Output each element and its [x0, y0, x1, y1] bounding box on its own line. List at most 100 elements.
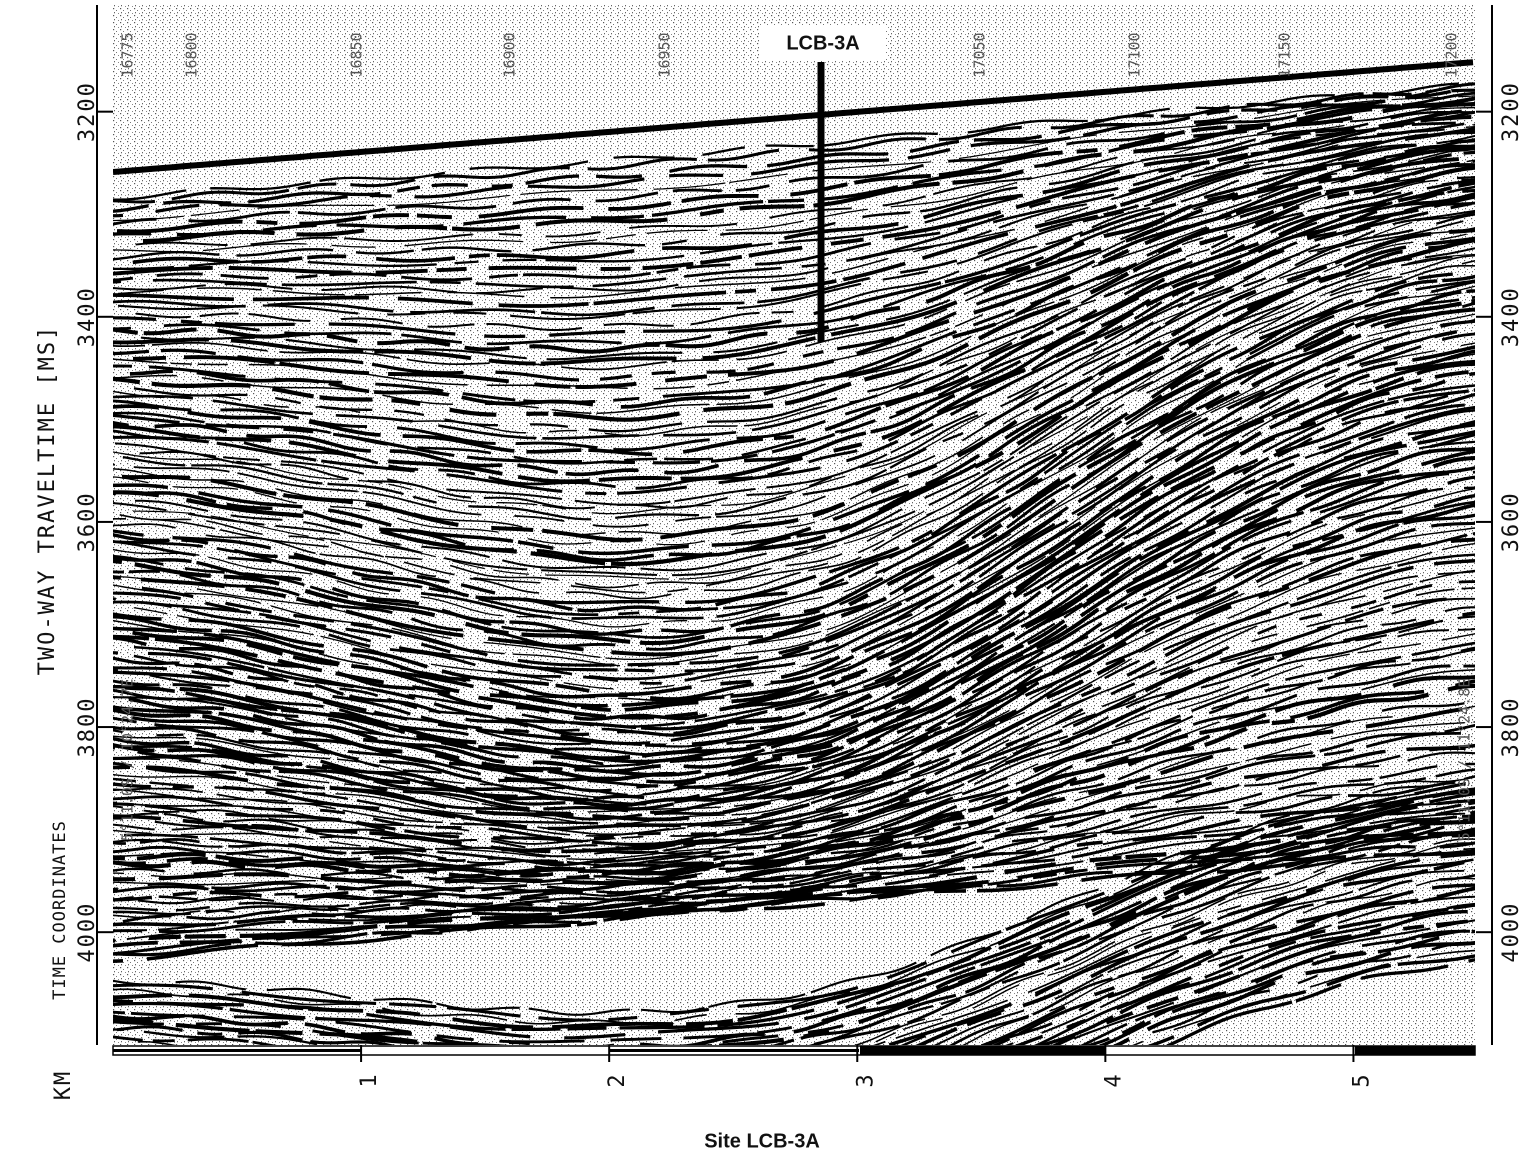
- reflector: [113, 120, 1475, 282]
- reflector: [113, 705, 1475, 886]
- reflector: [113, 313, 1475, 661]
- reflector: [113, 513, 1475, 811]
- reflector: [113, 138, 1475, 346]
- reflector: [113, 327, 1475, 681]
- reflector: [113, 633, 1475, 860]
- reflector: [113, 475, 1475, 793]
- reflector: [113, 841, 1475, 957]
- reflector: [113, 123, 1475, 295]
- reflector: [113, 743, 1475, 902]
- reflector: [113, 147, 1475, 371]
- reflector: [113, 751, 1475, 905]
- reflector: [113, 127, 1475, 308]
- reflector: [113, 307, 1475, 657]
- x-tick-label: 2: [605, 1072, 630, 1087]
- reflector: [113, 95, 1475, 222]
- reflector: [992, 886, 1475, 1045]
- reflector: [113, 648, 1475, 867]
- reflector: [113, 289, 1475, 636]
- reflector: [113, 254, 1475, 589]
- seafloor: [113, 59, 1474, 175]
- y-tick-label: 3400: [75, 286, 100, 347]
- reflector: [113, 144, 1475, 354]
- reflector: [113, 542, 1475, 826]
- x-axis-label: KM: [51, 1070, 76, 1101]
- x-tick-label: 1: [357, 1072, 382, 1087]
- reflector: [113, 487, 1475, 799]
- reflector: [113, 821, 1475, 1045]
- reflector: [113, 806, 1475, 1044]
- reflector: [1165, 958, 1475, 1045]
- reflector: [146, 842, 1475, 1045]
- reflector: [113, 371, 1475, 721]
- reflector: [113, 353, 1475, 702]
- trace-label: 16850: [348, 32, 366, 77]
- reflector: [113, 194, 1475, 484]
- reflector: [113, 422, 1475, 761]
- reflector: [113, 165, 1475, 414]
- reflector: [113, 792, 1475, 1032]
- reflector: [113, 217, 1475, 528]
- y-tick-label: 3800: [75, 697, 100, 758]
- reflector: [113, 298, 1475, 646]
- reflector: [113, 201, 1475, 496]
- reflector: [113, 270, 1475, 605]
- reflector: [113, 521, 1475, 814]
- reflector: [113, 446, 1475, 774]
- reflector: [113, 101, 1475, 237]
- reflector: [113, 231, 1475, 546]
- reflector: [113, 832, 1475, 1045]
- reflector: [113, 595, 1475, 846]
- reflector: [962, 877, 1475, 1045]
- reflector: [113, 762, 1475, 912]
- y-tick-label: 3400: [1499, 286, 1524, 347]
- reflector: [1147, 954, 1475, 1045]
- reflector: [113, 503, 1475, 808]
- reflector: [113, 838, 1475, 1045]
- reflector: [113, 253, 1475, 580]
- reflector: [113, 213, 1475, 521]
- reflector: [113, 810, 1475, 1045]
- reflector: [113, 175, 1475, 433]
- reflector: [113, 827, 1475, 1045]
- trace-label: 16900: [501, 32, 519, 77]
- reflector: [113, 486, 1475, 796]
- scale-bar-segment: [113, 1049, 361, 1052]
- x-tick-label: 4: [1101, 1072, 1126, 1087]
- y-tick-label: 4000: [75, 902, 100, 963]
- reflector: [113, 165, 1475, 422]
- reflector: [113, 388, 1475, 731]
- trace-label: 17200: [1443, 32, 1461, 77]
- reflector: [113, 597, 1475, 847]
- reflector: [113, 228, 1475, 542]
- reflector: [113, 110, 1475, 261]
- reflector: [113, 134, 1475, 331]
- reflector: [900, 858, 1475, 1045]
- reflector: [113, 628, 1475, 858]
- reflector: [113, 611, 1475, 854]
- trace-label: 16800: [183, 32, 201, 77]
- reflector: [113, 798, 1475, 1040]
- reflector: [113, 264, 1475, 600]
- reflector: [113, 192, 1475, 477]
- reflector: [113, 776, 1475, 919]
- reflector: [113, 91, 1475, 226]
- reflector: [113, 409, 1475, 748]
- reflector: [915, 858, 1475, 1045]
- trace-label: 17100: [1126, 32, 1144, 77]
- reflector: [113, 238, 1475, 567]
- reflector: [949, 873, 1475, 1045]
- reflector: [113, 236, 1475, 556]
- reflector: [113, 345, 1475, 696]
- reflector: [113, 209, 1475, 506]
- reflector: [113, 285, 1475, 628]
- coordinate-label: 5°11.0S / 11°24.8E: [1456, 679, 1474, 842]
- y-tick-label: 3600: [75, 491, 100, 552]
- y-tick-label: 3200: [1499, 81, 1524, 142]
- reflector: [113, 675, 1475, 875]
- reflector: [113, 274, 1475, 613]
- y-axis-label: TWO-WAY TRAVELTIME [MS]: [35, 325, 60, 676]
- reflector: [113, 159, 1475, 390]
- reflector: [113, 111, 1475, 271]
- scale-bar-segment: [1355, 1046, 1475, 1055]
